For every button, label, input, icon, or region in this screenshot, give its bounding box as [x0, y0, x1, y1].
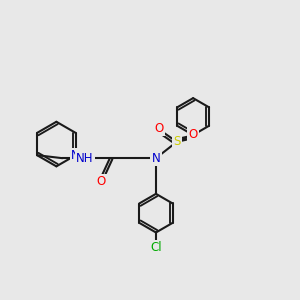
Text: NH: NH	[76, 152, 93, 165]
Text: O: O	[154, 122, 164, 135]
Text: Cl: Cl	[150, 241, 162, 254]
Text: N: N	[152, 152, 160, 165]
Text: N: N	[71, 149, 80, 162]
Text: O: O	[188, 128, 198, 141]
Text: O: O	[96, 176, 106, 188]
Text: S: S	[173, 135, 181, 148]
